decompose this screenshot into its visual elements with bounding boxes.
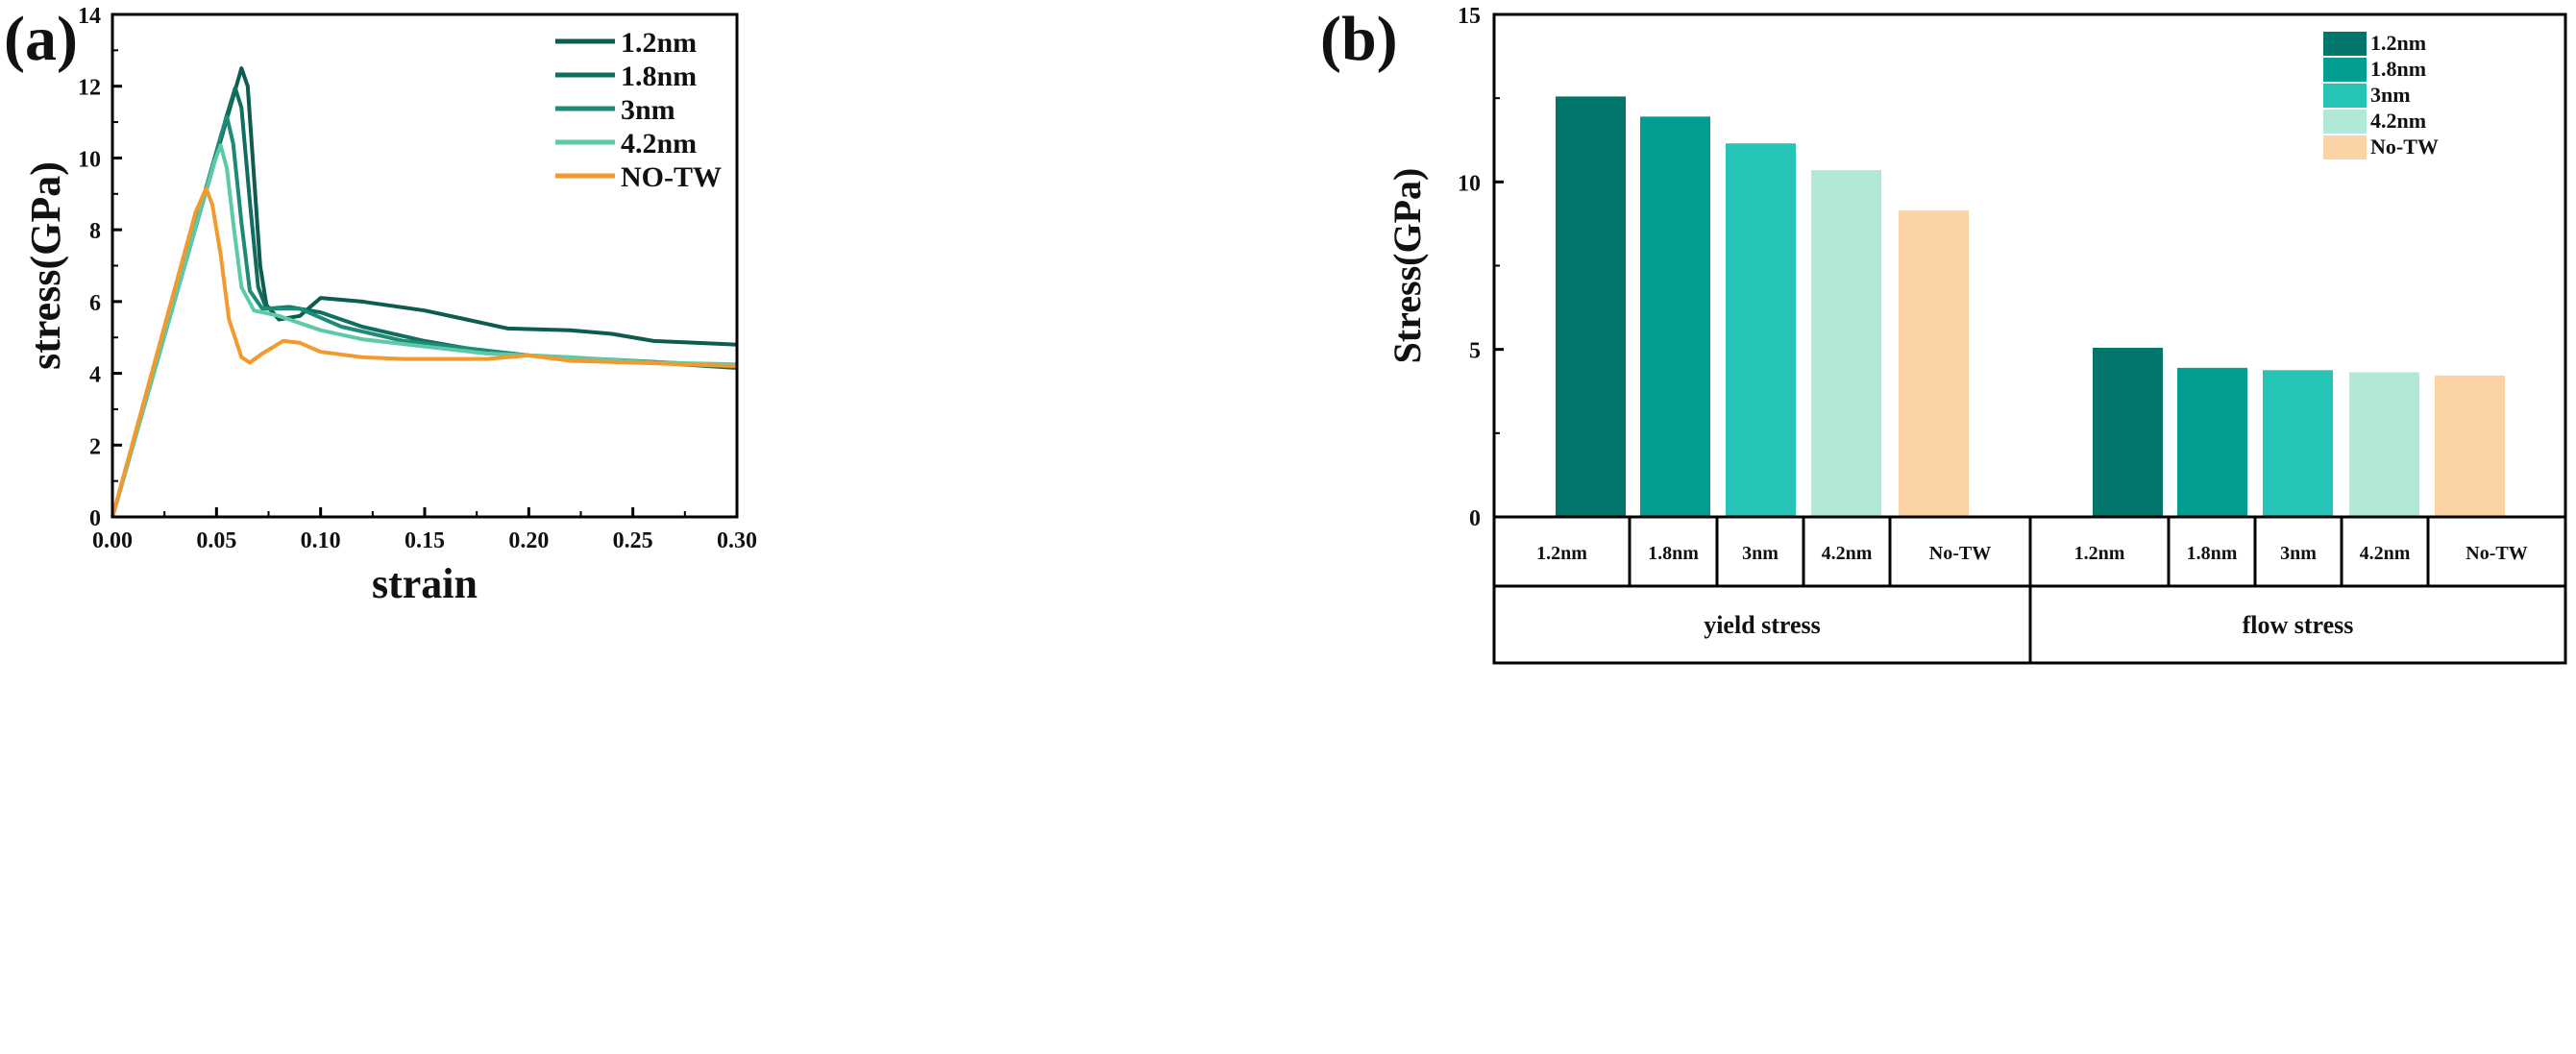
y-tick-label: 0 <box>89 506 101 531</box>
y-axis-label: stress(GPa) <box>22 161 69 370</box>
bar-flow-stress-no-tw <box>2435 375 2505 517</box>
bar-flow-stress-4-2nm <box>2349 372 2419 517</box>
y-tick-label: 0 <box>1469 506 1481 531</box>
category-label: 3nm <box>2280 543 2317 564</box>
bar-yield-stress-3nm <box>1726 143 1796 517</box>
panel-label: (b) <box>1320 4 1398 74</box>
x-tick-label: 0.00 <box>92 528 133 553</box>
panel-label: (a) <box>4 4 78 74</box>
y-tick-label: 12 <box>78 76 101 101</box>
legend-label: No-TW <box>2370 135 2439 159</box>
x-axis-label: strain <box>372 560 478 607</box>
y-axis-label: Stress(GPa) <box>1386 168 1429 364</box>
bar-flow-stress-1-2nm <box>2093 347 2163 517</box>
group-label: yield stress <box>1704 611 1821 639</box>
bar-yield-stress-no-tw <box>1899 209 1969 517</box>
legend-label: 3nm <box>621 94 675 126</box>
bar-yield-stress-4-2nm <box>1811 170 1881 517</box>
bar-flow-stress-3nm <box>2263 370 2333 517</box>
category-label: No-TW <box>1929 543 1991 564</box>
legend-label: NO-TW <box>621 161 722 193</box>
legend-label: 1.2nm <box>2370 31 2426 55</box>
x-tick-label: 0.15 <box>405 528 445 553</box>
category-label: No-TW <box>2466 543 2527 564</box>
x-tick-label: 0.05 <box>196 528 236 553</box>
y-tick-label: 4 <box>89 363 101 388</box>
x-tick-label: 0.30 <box>717 528 757 553</box>
legend-swatch <box>2323 84 2367 108</box>
x-tick-label: 0.25 <box>613 528 653 553</box>
y-tick-label: 15 <box>1458 4 1481 29</box>
x-tick-label: 0.10 <box>301 528 341 553</box>
panel-a-line-chart: (a) 0.00 0.05 0.10 0.15 0.20 0.25 0.30 0 2 4 6 8 10 12… <box>4 4 757 607</box>
category-label: 4.2nm <box>1822 543 1873 564</box>
y-tick-label: 8 <box>89 219 101 244</box>
category-label: 1.2nm <box>2074 543 2125 564</box>
legend-label: 1.8nm <box>621 61 697 92</box>
legend-label: 1.2nm <box>621 27 697 59</box>
bar-flow-stress-1-8nm <box>2177 367 2247 517</box>
series-line-4-2nm <box>110 143 738 518</box>
legend-label: 4.2nm <box>2370 109 2426 133</box>
legend-label: 1.8nm <box>2370 57 2426 81</box>
series-line-1-2nm <box>110 66 738 518</box>
bar-yield-stress-1-2nm <box>1556 96 1626 517</box>
y-tick-label: 5 <box>1469 339 1481 364</box>
y-tick-label: 6 <box>89 291 101 316</box>
legend-swatch <box>2323 58 2367 82</box>
y-tick-label: 10 <box>1458 171 1481 196</box>
series-line-no-tw <box>110 186 738 518</box>
legend-label: 4.2nm <box>621 128 697 159</box>
legend-swatch <box>2323 32 2367 56</box>
y-tick-label: 10 <box>78 147 101 172</box>
group-label: flow stress <box>2243 611 2354 639</box>
category-label: 1.8nm <box>2187 543 2238 564</box>
bar-yield-stress-1-8nm <box>1640 116 1710 518</box>
category-label: 3nm <box>1742 543 1779 564</box>
legend-swatch <box>2323 135 2367 159</box>
category-label: 1.2nm <box>1536 543 1587 564</box>
x-tick-label: 0.20 <box>508 528 549 553</box>
legend-swatch <box>2323 110 2367 134</box>
category-label: 1.8nm <box>1648 543 1699 564</box>
y-tick-label: 14 <box>78 4 101 29</box>
y-tick-label: 2 <box>89 434 101 459</box>
legend-label: 3nm <box>2370 83 2411 107</box>
category-label: 4.2nm <box>2360 543 2411 564</box>
